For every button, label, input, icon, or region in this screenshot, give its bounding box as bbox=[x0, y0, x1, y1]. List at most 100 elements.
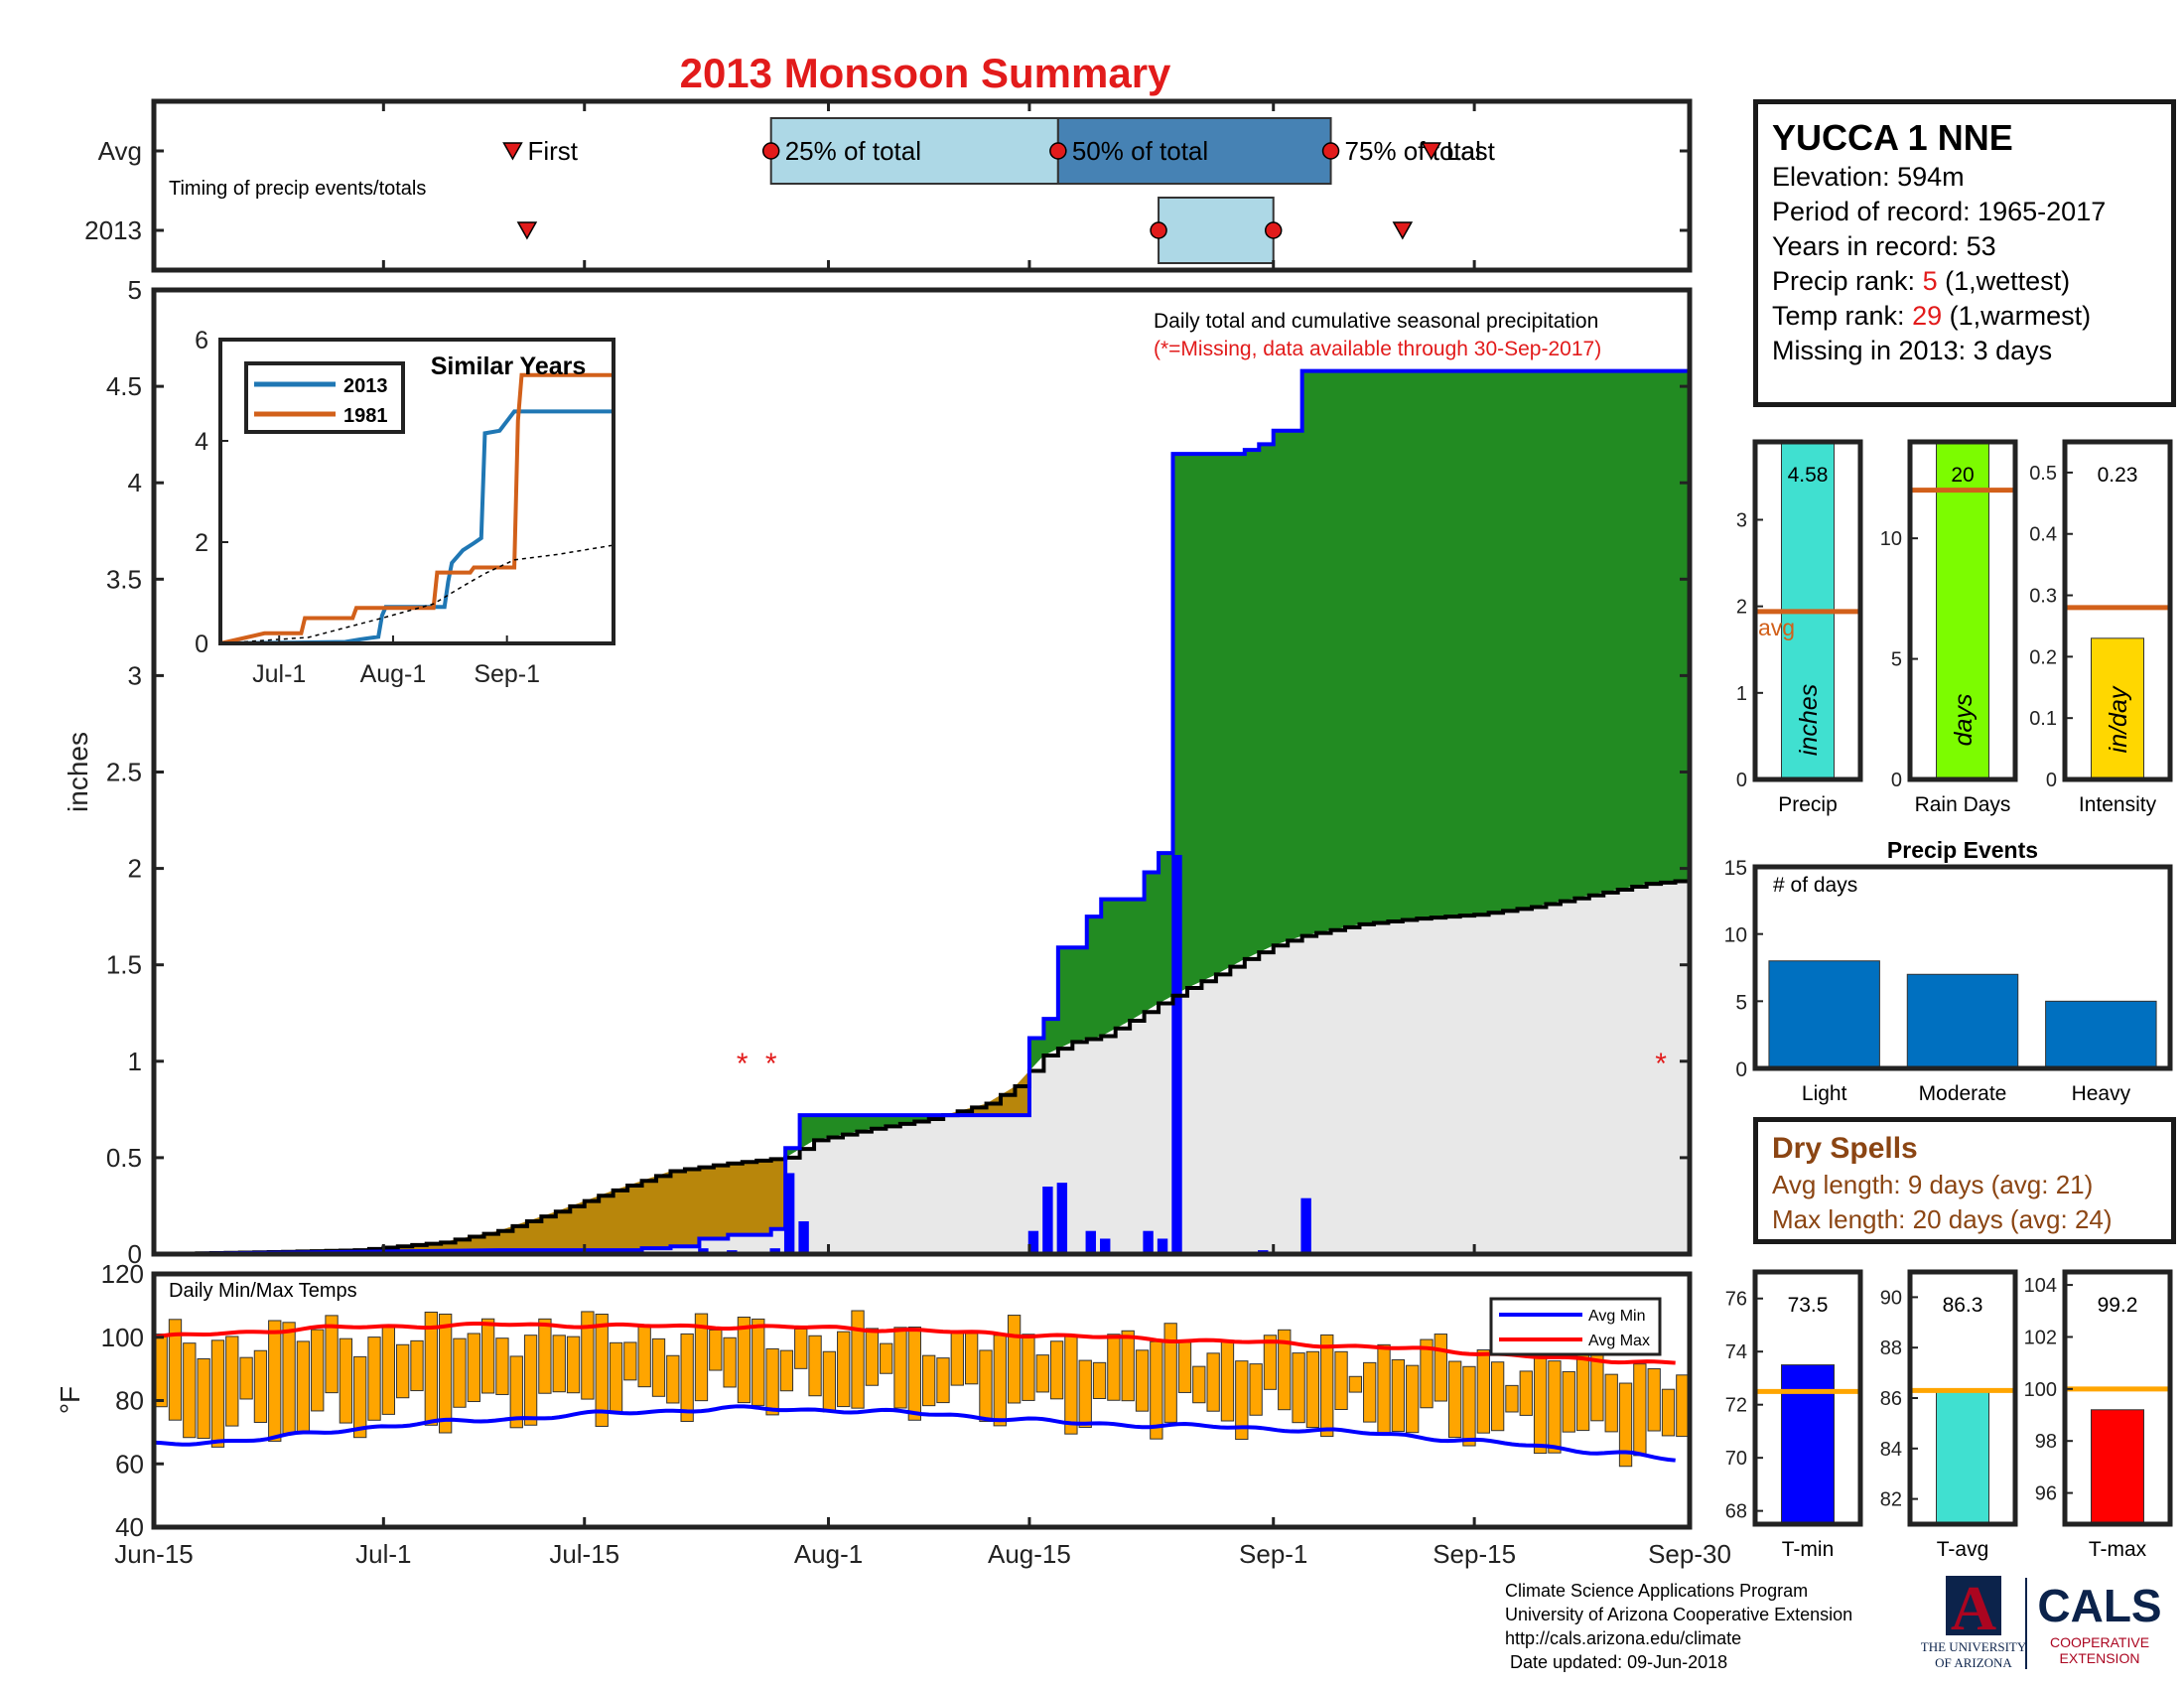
t-min-bar bbox=[1781, 1364, 1835, 1525]
avg-first-label: First bbox=[527, 136, 578, 166]
avg-first-marker bbox=[502, 142, 523, 161]
credits-line-4: Date updated: 09-Jun-2018 bbox=[1505, 1652, 1728, 1672]
temp-bar-71 bbox=[1163, 1323, 1177, 1423]
inset-title: Similar Years bbox=[431, 352, 587, 380]
rain-days-frame bbox=[1907, 439, 2018, 782]
t-min-value-label: 73.5 bbox=[1788, 1294, 1829, 1317]
t-min-y-tick-label-2: 72 bbox=[1725, 1395, 1747, 1417]
daily-precip-bar-17 bbox=[1300, 1197, 1311, 1254]
temp-bar-19 bbox=[424, 1311, 438, 1426]
avg-cumulative-line bbox=[154, 879, 1692, 1256]
temp-bar-63 bbox=[1049, 1340, 1064, 1400]
timing-frame bbox=[151, 98, 1693, 273]
inset-x-tick-label-2: Sep-1 bbox=[474, 660, 540, 688]
credits-line-3: http://cals.arizona.edu/climate bbox=[1505, 1628, 1742, 1648]
events-frame bbox=[1752, 864, 2173, 1071]
events-category-label-0: Light bbox=[1802, 1082, 1847, 1105]
temp-bar-84 bbox=[1348, 1375, 1363, 1393]
temp-bar-98 bbox=[1548, 1360, 1562, 1454]
t-min-y-tick-label-0: 68 bbox=[1725, 1501, 1747, 1523]
temp-bar-88 bbox=[1406, 1364, 1420, 1434]
below-avg-fill bbox=[166, 1070, 1029, 1254]
t-max-y-tick-label-1: 98 bbox=[2035, 1431, 2057, 1453]
figure-title: 2013 Monsoon Summary bbox=[680, 50, 1171, 96]
precip-total-bar-label: inches bbox=[1795, 684, 1823, 756]
cals-wordmark: CALS bbox=[2037, 1580, 2161, 1631]
temps-panel: Daily Min/Max Temps Avg Min Avg Max 40 60 80 1… bbox=[55, 1244, 1731, 1569]
cumulative-2013-line bbox=[153, 368, 1690, 1256]
temps-y-tick-label-3: 100 bbox=[101, 1323, 144, 1352]
main-y-tick-label-7: 3.5 bbox=[106, 564, 142, 594]
temp-bar-104 bbox=[1633, 1363, 1647, 1457]
avg-max-line bbox=[153, 1321, 1676, 1365]
temp-bar-32 bbox=[609, 1341, 623, 1415]
temp-bar-23 bbox=[480, 1318, 495, 1394]
main-annotation-note: (*=Missing, data available through 30-Se… bbox=[1154, 338, 1601, 360]
inset-y-tick-label-2: 4 bbox=[195, 428, 208, 456]
temp-bar-78 bbox=[1263, 1335, 1278, 1390]
x-tick-label-0: Jun-15 bbox=[114, 1539, 194, 1569]
events-y-tick-label-3: 15 bbox=[1724, 857, 1747, 880]
x-tick-label-5: Sep-1 bbox=[1239, 1539, 1307, 1569]
temps-y-tick-label-4: 120 bbox=[101, 1259, 144, 1289]
timing-panel: First 25% of total 50% of total 75% of tota… bbox=[84, 98, 1693, 273]
cooperative-line-1: COOPERATIVE bbox=[2050, 1634, 2149, 1650]
rain-days-bar-label: days bbox=[1950, 694, 1978, 747]
precip-rank-value: 5 bbox=[1922, 266, 1938, 296]
y2013-first-marker bbox=[516, 221, 538, 240]
main-y-axis-label: inches bbox=[63, 732, 93, 812]
x-tick-label-7: Sep-30 bbox=[1648, 1539, 1731, 1569]
main-y-tick-label-2: 1 bbox=[128, 1047, 142, 1076]
t-max-y-tick-label-2: 100 bbox=[2024, 1379, 2057, 1401]
intensity-xlabel: Intensity bbox=[2079, 793, 2157, 816]
avg-last-label: Last bbox=[1446, 136, 1496, 166]
t-min-y-tick-label-1: 70 bbox=[1725, 1448, 1747, 1470]
temp-bar-99 bbox=[1562, 1370, 1575, 1433]
temp-bar-1 bbox=[168, 1319, 183, 1421]
avg-q25-q50-box bbox=[769, 117, 1059, 185]
t-max-bar bbox=[2091, 1409, 2144, 1525]
credits-block: Climate Science Applications Program Uni… bbox=[1505, 1579, 1852, 1674]
temp-bar-92 bbox=[1462, 1365, 1476, 1447]
t-avg-y-tick-label-1: 84 bbox=[1880, 1439, 1902, 1461]
temps-title: Daily Min/Max Temps bbox=[169, 1280, 357, 1302]
avg-q75-marker bbox=[1321, 142, 1340, 160]
temp-bar-106 bbox=[1661, 1388, 1676, 1437]
temp-bar-35 bbox=[651, 1337, 666, 1397]
temps-y-tick-label-1: 60 bbox=[115, 1449, 144, 1478]
precip-total-frame bbox=[1752, 439, 1863, 782]
y2013-q25-marker bbox=[1150, 221, 1167, 239]
temp-bar-34 bbox=[637, 1325, 651, 1388]
temp-bar-33 bbox=[623, 1341, 637, 1381]
temp-bar-41 bbox=[737, 1317, 751, 1404]
dry-spells-box: Dry Spells Avg length: 9 days (avg: 21) … bbox=[1753, 1117, 2176, 1244]
temp-bar-46 bbox=[808, 1335, 822, 1397]
temp-bar-57 bbox=[964, 1333, 979, 1385]
temp-bar-87 bbox=[1391, 1358, 1406, 1433]
temp-bar-95 bbox=[1505, 1384, 1519, 1413]
inset-series-avg bbox=[219, 544, 614, 644]
missing-marker-0: * bbox=[737, 1048, 749, 1080]
y2013-q50-marker bbox=[1264, 221, 1283, 239]
inset-x-tick-label-1: Aug-1 bbox=[360, 660, 427, 688]
t-max-xlabel: T-max bbox=[2089, 1538, 2147, 1561]
station-years: Years in record: 53 bbox=[1772, 231, 1996, 261]
x-tick-label-3: Aug-1 bbox=[794, 1539, 863, 1569]
temp-bar-12 bbox=[325, 1315, 339, 1394]
rain-days-bar bbox=[1936, 441, 1989, 780]
t-min-y-tick-label-4: 76 bbox=[1725, 1289, 1747, 1311]
temp-bar-13 bbox=[339, 1337, 353, 1424]
university-logos: A THE UNIVERSITY OF ARIZONA CALS COOPERA… bbox=[1921, 1574, 2162, 1670]
temp-bar-7 bbox=[253, 1349, 268, 1423]
temp-bar-10 bbox=[296, 1340, 311, 1434]
daily-precip-bar-10 bbox=[1085, 1230, 1096, 1254]
precip-total-value-label: 4.58 bbox=[1788, 464, 1829, 487]
precip-rank-prefix: Precip rank: bbox=[1772, 266, 1923, 296]
inset-series-2013 bbox=[219, 409, 614, 645]
temp-bar-75 bbox=[1220, 1340, 1235, 1422]
precip-events-panel: Light Moderate Heavy 0 5 10 15 Precip Events # o… bbox=[1724, 837, 2173, 1105]
events-category-label-1: Moderate bbox=[1919, 1082, 2007, 1105]
dry-spells-title: Dry Spells bbox=[1772, 1132, 1918, 1165]
main-y-tick-label-8: 4 bbox=[128, 468, 142, 497]
temp-bar-16 bbox=[381, 1326, 396, 1415]
